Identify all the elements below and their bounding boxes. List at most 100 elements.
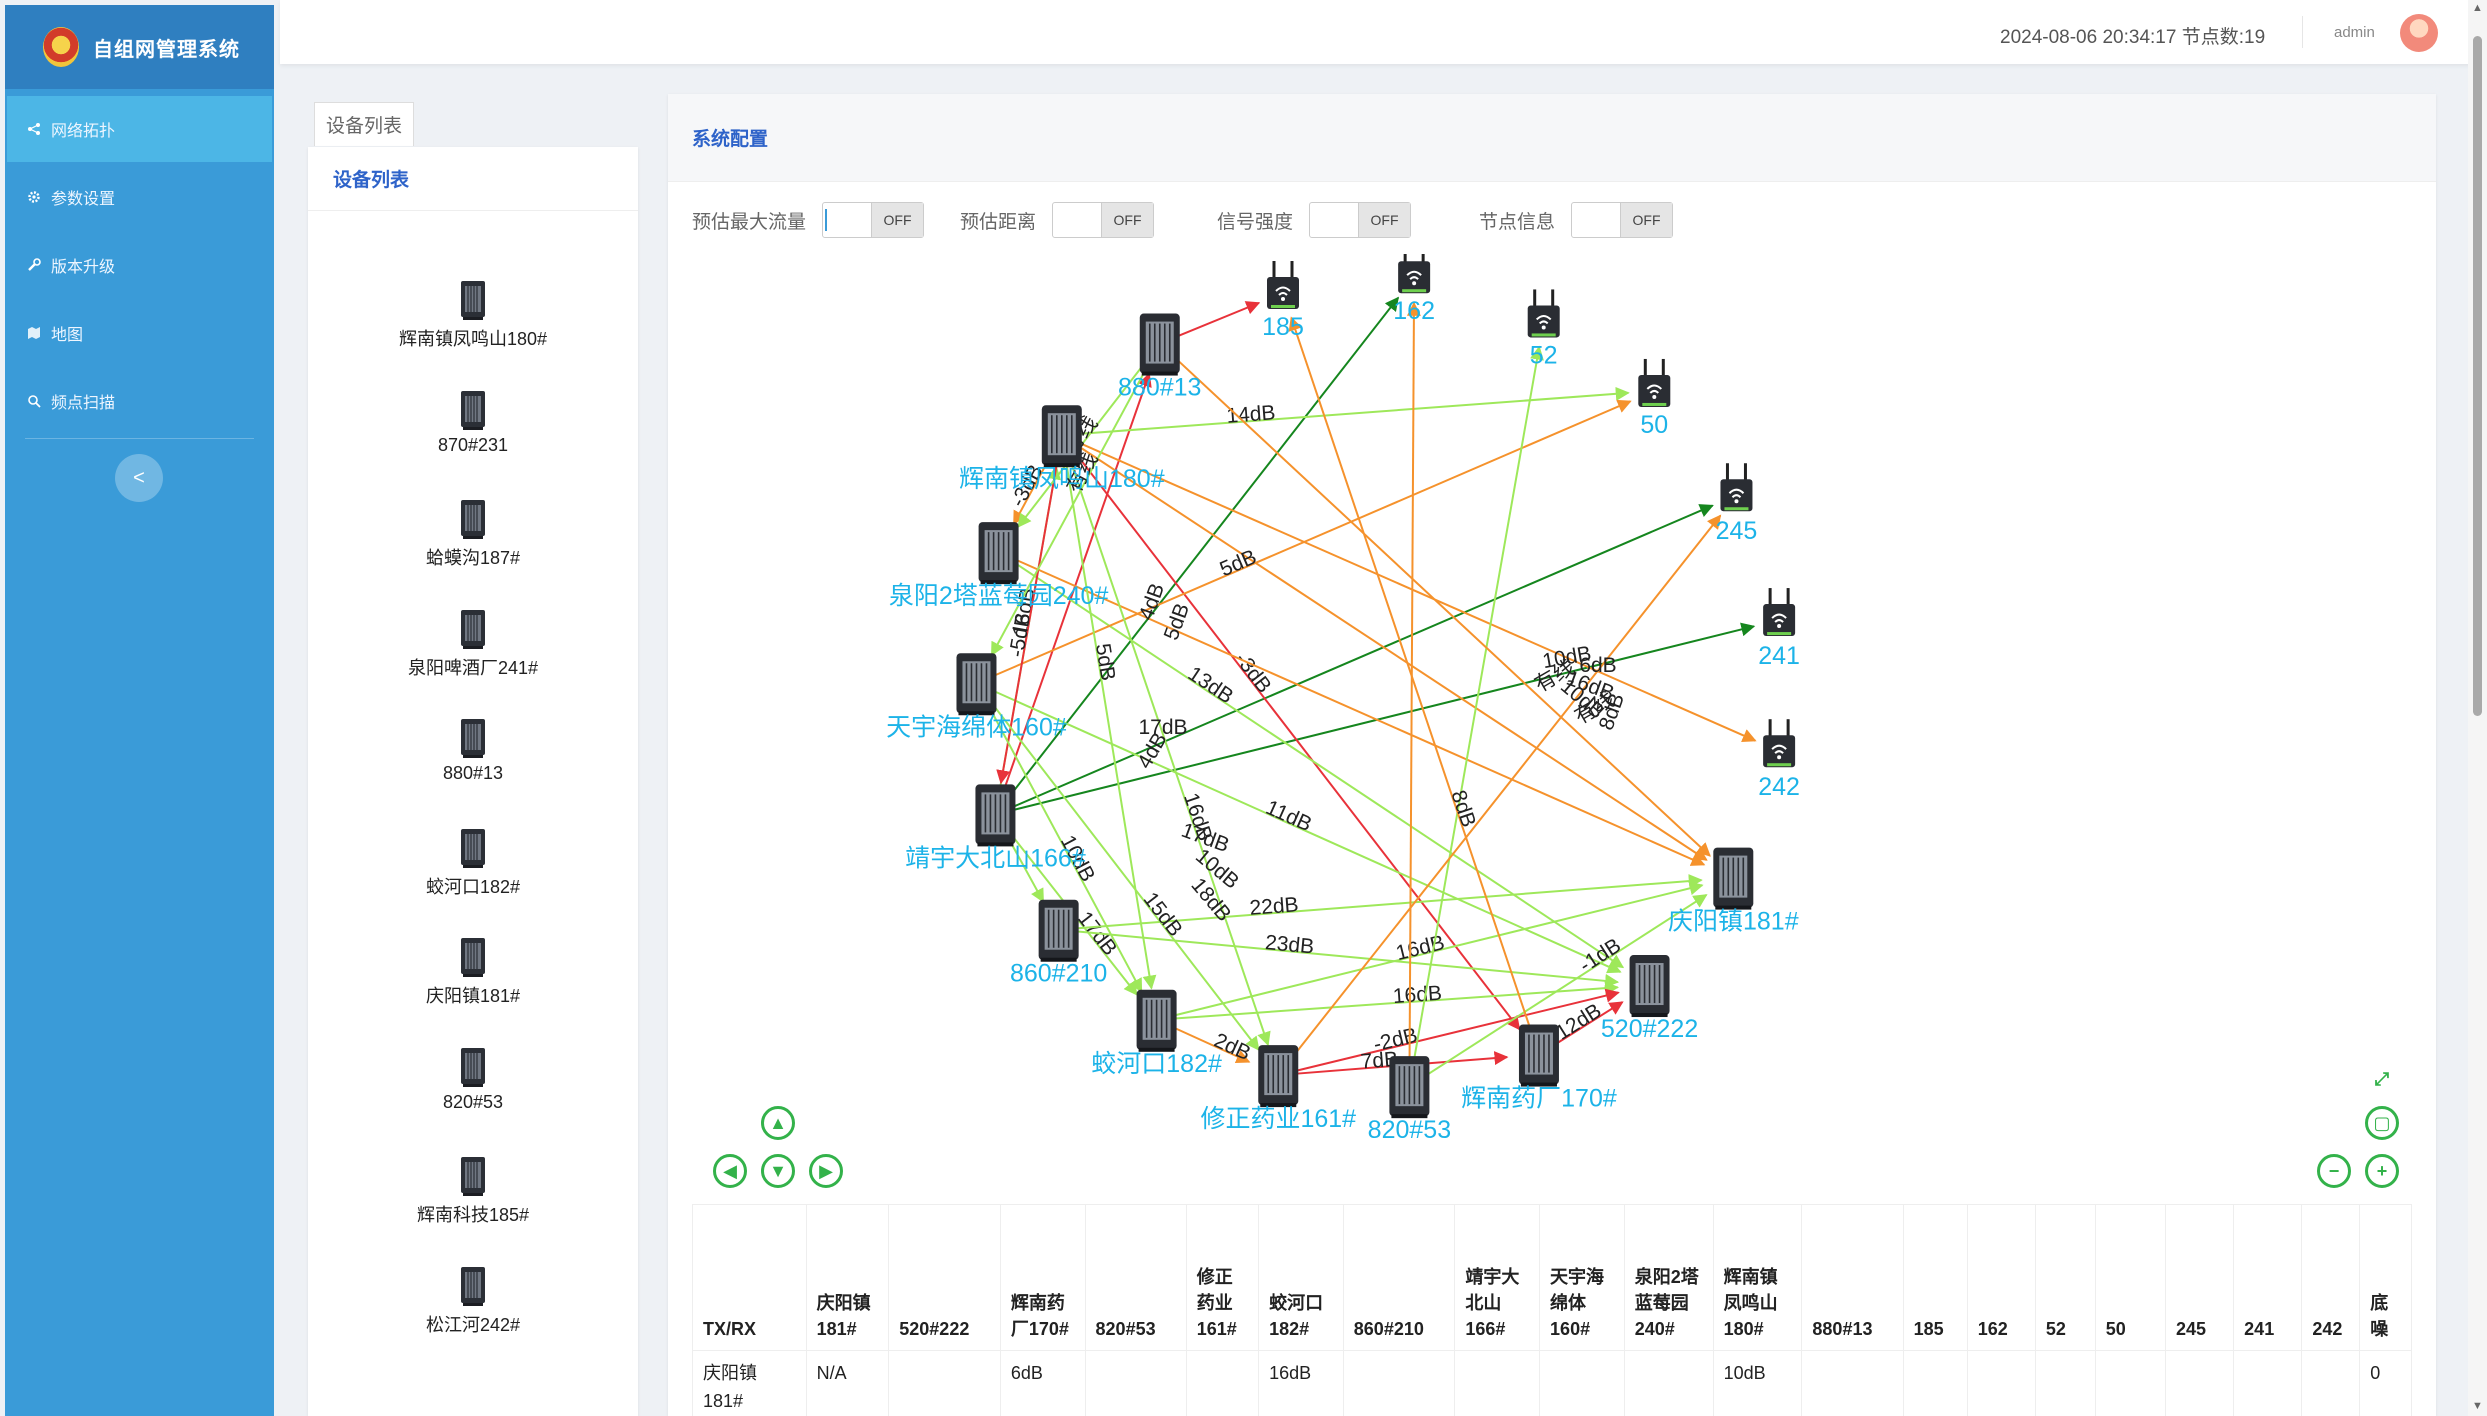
router-node[interactable]: 185 (1262, 261, 1304, 341)
device-list-item[interactable]: 880#13 (308, 715, 638, 825)
station-node[interactable]: 820#53 (1368, 1056, 1451, 1144)
topology-edge[interactable] (1063, 452, 1157, 990)
sidebar-item-upgrade[interactable]: 版本升级 (7, 232, 272, 298)
device-list-item[interactable]: 蛟河口182# (308, 825, 638, 935)
router-node[interactable]: 242 (1758, 719, 1800, 801)
device-list-item[interactable]: 辉南科技185# (308, 1153, 638, 1263)
station-node[interactable]: 蛟河口182# (1091, 989, 1222, 1078)
scroll-down-arrow[interactable]: ▼ (2472, 1400, 2483, 1412)
topology-edge[interactable] (1066, 451, 1271, 1047)
avatar[interactable] (2400, 14, 2438, 52)
topology-edge[interactable] (984, 698, 1143, 993)
topology-edge[interactable] (1172, 1026, 1251, 1064)
node-info-switch[interactable]: OFF (1571, 202, 1674, 238)
topology-edge[interactable] (1014, 558, 1706, 866)
edge-label: 16dB (1392, 982, 1443, 1008)
topology-edge[interactable] (1012, 622, 1756, 812)
station-node[interactable]: 520#222 (1601, 955, 1698, 1043)
device-list-item[interactable]: 辉南镇凤鸣山180# (308, 277, 638, 387)
topology-edge[interactable] (1423, 894, 1708, 1078)
station-node[interactable]: 靖宇大北山166# (905, 784, 1086, 872)
zoom-out-button[interactable]: − (2317, 1154, 2351, 1188)
station-node[interactable]: 修正药业161# (1200, 1045, 1356, 1133)
topology-edge[interactable] (1553, 1001, 1624, 1046)
station-node[interactable]: 辉南镇凤鸣山180# (959, 405, 1165, 493)
topology-edge[interactable] (992, 399, 1632, 678)
station-node[interactable]: 泉阳2塔蓝莓园240# (889, 522, 1109, 610)
sidebar-item-label: 版本升级 (51, 259, 116, 276)
topology-edge[interactable] (1076, 444, 1708, 861)
topology-edge[interactable] (1176, 301, 1261, 338)
column-header: 天宇海绵体160# (1539, 1204, 1625, 1351)
max-traffic-switch[interactable]: OFF (822, 202, 925, 238)
device-list-item[interactable]: 庆阳镇181# (308, 934, 638, 1044)
pan-down-button[interactable]: ▼ (761, 1154, 795, 1188)
sidebar-item-settings[interactable]: 参数设置 (7, 164, 272, 230)
distance-switch[interactable]: OFF (1052, 202, 1155, 238)
topology-edge[interactable] (986, 696, 1260, 1051)
sidebar-item-map[interactable]: 地图 (7, 300, 272, 366)
tab-device-list[interactable]: 设备列表 (314, 102, 414, 146)
device-list-item[interactable]: 蛤蟆沟187# (308, 496, 638, 606)
topology-edge[interactable] (1288, 316, 1535, 1038)
topology-graph[interactable]: 14dB-3dB13dB5dB11dB16dB17dB5dB-3dB-5dB16… (668, 254, 2436, 1294)
fit-view-icon[interactable]: ▢ (2365, 1106, 2399, 1140)
fullscreen-icon[interactable]: ⤢ (2365, 1062, 2399, 1096)
topology-edge[interactable] (1071, 448, 1521, 1031)
station-node[interactable]: 860#210 (1010, 899, 1107, 988)
router-node[interactable]: 162 (1393, 254, 1435, 325)
device-list-item[interactable]: 泉阳啤酒厂241# (308, 606, 638, 716)
pan-left-button[interactable]: ◀ (713, 1154, 747, 1188)
node-label: 辉南药厂170# (1461, 1085, 1617, 1113)
top-header: 2024-08-06 20:34:17 节点数:19 admin (280, 0, 2487, 64)
topology-edge[interactable] (1173, 881, 1704, 1017)
topology-edge[interactable] (992, 689, 1622, 974)
device-list: 辉南镇凤鸣山180# 870#231 蛤蟆沟187# 泉阳啤酒厂241# 880#13 蛟… (308, 277, 638, 1372)
toggle-max-traffic: 预估最大流量 OFF (692, 202, 925, 238)
station-node[interactable]: 庆阳镇181# (1668, 847, 1799, 936)
device-list-item[interactable]: 870#231 (308, 387, 638, 497)
topology-edge[interactable] (1174, 981, 1620, 1020)
topology-edge[interactable] (1076, 874, 1703, 930)
pan-up-button[interactable]: ▲ (761, 1106, 795, 1140)
scroll-up-arrow[interactable]: ▲ (2472, 2, 2483, 14)
collapse-sidebar-button[interactable]: < (115, 454, 163, 502)
device-label: 880#13 (442, 763, 504, 783)
router-node[interactable]: 52 (1527, 289, 1560, 369)
search-icon (28, 395, 41, 408)
column-header: 辉南镇凤鸣山180# (1712, 1204, 1803, 1351)
topology-edge[interactable] (990, 358, 1153, 657)
router-node[interactable]: 50 (1638, 358, 1671, 439)
station-node[interactable]: 辉南药厂170# (1461, 1024, 1617, 1113)
sidebar-item-topology[interactable]: 网络拓扑 (7, 96, 272, 162)
signal-switch[interactable]: OFF (1309, 202, 1412, 238)
app-title: 自组网管理系统 (93, 38, 240, 61)
station-node[interactable]: 880#13 (1118, 313, 1201, 402)
node-label: 庆阳镇181# (1668, 908, 1799, 936)
router-node[interactable]: 245 (1716, 463, 1758, 545)
topology-edge[interactable] (1005, 296, 1400, 801)
topology-edge[interactable] (1172, 355, 1711, 857)
topology-edge[interactable] (1079, 386, 1630, 435)
device-label: 820#53 (442, 1091, 504, 1112)
topology-edge[interactable] (1411, 345, 1544, 1069)
router-node[interactable]: 241 (1758, 588, 1800, 670)
zoom-in-button[interactable]: + (2365, 1154, 2399, 1188)
page-scrollbar-thumb[interactable] (2473, 36, 2482, 716)
pan-right-button[interactable]: ▶ (809, 1154, 843, 1188)
station-node[interactable]: 天宇海绵体160# (886, 653, 1067, 741)
topology-edge[interactable] (1013, 561, 1625, 969)
topology-edge[interactable] (1288, 514, 1722, 1062)
topology-edge[interactable] (1017, 357, 1150, 528)
header-username[interactable]: admin (2334, 24, 2375, 41)
cabinet-icon (461, 281, 485, 320)
device-list-item[interactable]: 820#53 (308, 1044, 638, 1154)
topology-edge[interactable] (1076, 930, 1620, 988)
topology-edge[interactable] (1295, 988, 1620, 1072)
table-cell (1539, 1350, 1625, 1416)
topology-edge[interactable] (1011, 504, 1714, 809)
sidebar-item-scan[interactable]: 频点扫描 (7, 368, 272, 434)
topology-edge[interactable] (1406, 301, 1421, 1069)
device-list-item[interactable]: 松江河242# (308, 1263, 638, 1373)
topology-edge[interactable] (1077, 441, 1757, 743)
